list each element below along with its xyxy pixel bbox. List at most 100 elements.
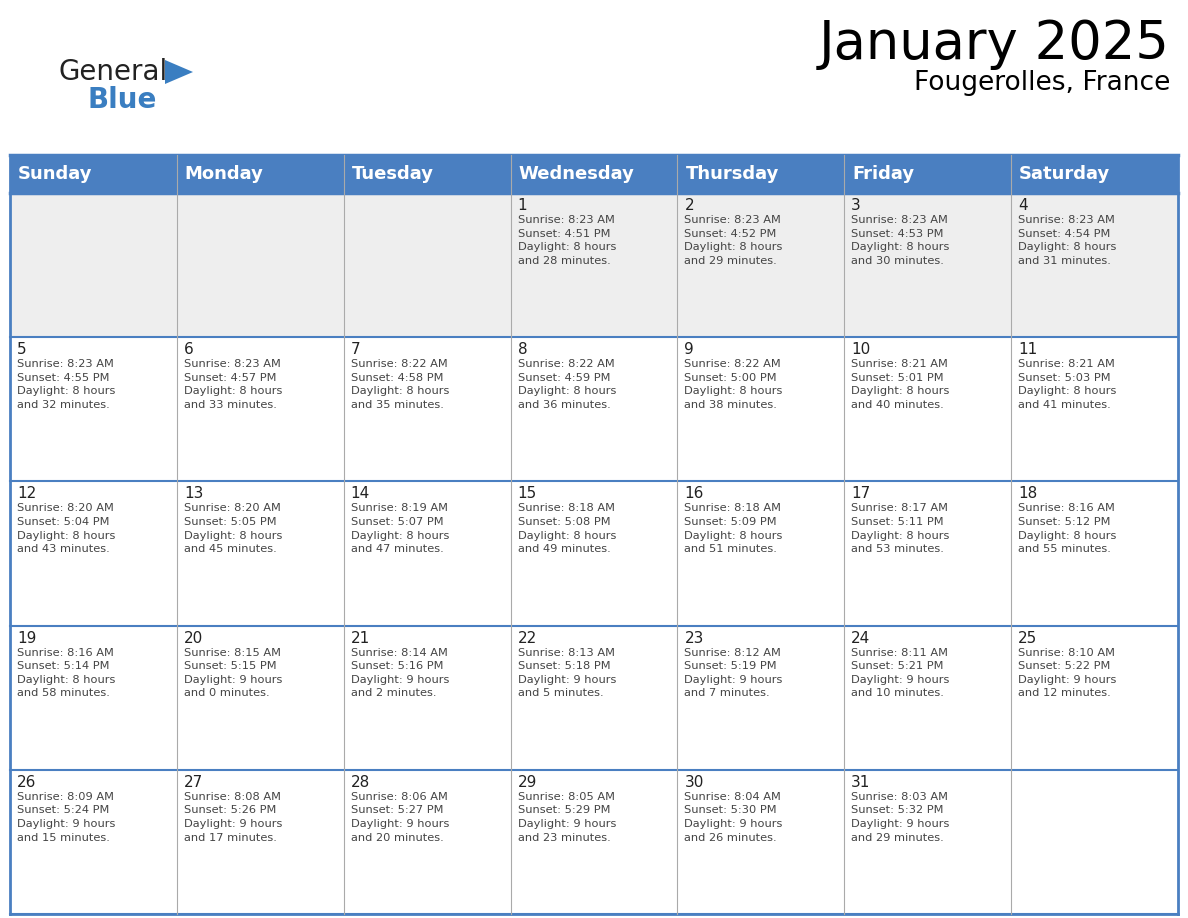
Text: 20: 20	[184, 631, 203, 645]
Text: Sunday: Sunday	[18, 165, 93, 183]
Bar	[10, 625, 177, 770]
Text: 31: 31	[852, 775, 871, 789]
Text: Thursday: Thursday	[685, 165, 779, 183]
Text: Sunrise: 8:22 AM
Sunset: 5:00 PM
Daylight: 8 hours
and 38 minutes.: Sunrise: 8:22 AM Sunset: 5:00 PM Dayligh…	[684, 359, 783, 410]
Bar	[177, 193, 343, 337]
Text: Sunrise: 8:04 AM
Sunset: 5:30 PM
Daylight: 9 hours
and 26 minutes.: Sunrise: 8:04 AM Sunset: 5:30 PM Dayligh…	[684, 792, 783, 843]
Bar	[1011, 481, 1178, 625]
Bar	[10, 193, 177, 337]
Text: Sunrise: 8:23 AM
Sunset: 4:55 PM
Daylight: 8 hours
and 32 minutes.: Sunrise: 8:23 AM Sunset: 4:55 PM Dayligh…	[17, 359, 115, 410]
Text: 1: 1	[518, 198, 527, 213]
Bar	[10, 337, 177, 481]
Text: Sunrise: 8:05 AM
Sunset: 5:29 PM
Daylight: 9 hours
and 23 minutes.: Sunrise: 8:05 AM Sunset: 5:29 PM Dayligh…	[518, 792, 615, 843]
Text: 10: 10	[852, 342, 871, 357]
Text: 25: 25	[1018, 631, 1037, 645]
Text: Sunrise: 8:23 AM
Sunset: 4:52 PM
Daylight: 8 hours
and 29 minutes.: Sunrise: 8:23 AM Sunset: 4:52 PM Dayligh…	[684, 215, 783, 266]
Bar	[10, 481, 177, 625]
Bar	[1011, 193, 1178, 337]
Text: Sunrise: 8:23 AM
Sunset: 4:54 PM
Daylight: 8 hours
and 31 minutes.: Sunrise: 8:23 AM Sunset: 4:54 PM Dayligh…	[1018, 215, 1117, 266]
Text: 8: 8	[518, 342, 527, 357]
Text: Sunrise: 8:17 AM
Sunset: 5:11 PM
Daylight: 8 hours
and 53 minutes.: Sunrise: 8:17 AM Sunset: 5:11 PM Dayligh…	[852, 503, 949, 554]
Text: 16: 16	[684, 487, 703, 501]
Text: Sunrise: 8:14 AM
Sunset: 5:16 PM
Daylight: 9 hours
and 2 minutes.: Sunrise: 8:14 AM Sunset: 5:16 PM Dayligh…	[350, 647, 449, 699]
Text: 27: 27	[184, 775, 203, 789]
Text: Sunrise: 8:21 AM
Sunset: 5:03 PM
Daylight: 8 hours
and 41 minutes.: Sunrise: 8:21 AM Sunset: 5:03 PM Dayligh…	[1018, 359, 1117, 410]
Text: Tuesday: Tuesday	[352, 165, 434, 183]
Text: 23: 23	[684, 631, 703, 645]
Bar	[511, 337, 677, 481]
Bar	[10, 770, 177, 914]
Text: January 2025: January 2025	[819, 18, 1170, 70]
Bar	[177, 625, 343, 770]
Text: General: General	[58, 58, 168, 86]
Text: Sunrise: 8:15 AM
Sunset: 5:15 PM
Daylight: 9 hours
and 0 minutes.: Sunrise: 8:15 AM Sunset: 5:15 PM Dayligh…	[184, 647, 283, 699]
Text: Sunrise: 8:23 AM
Sunset: 4:51 PM
Daylight: 8 hours
and 28 minutes.: Sunrise: 8:23 AM Sunset: 4:51 PM Dayligh…	[518, 215, 615, 266]
Bar	[1011, 770, 1178, 914]
Text: 14: 14	[350, 487, 369, 501]
Text: 24: 24	[852, 631, 871, 645]
Text: 19: 19	[17, 631, 37, 645]
Bar	[511, 770, 677, 914]
Text: 11: 11	[1018, 342, 1037, 357]
Bar	[511, 625, 677, 770]
Bar	[177, 481, 343, 625]
Text: 15: 15	[518, 487, 537, 501]
Text: 26: 26	[17, 775, 37, 789]
Bar	[677, 625, 845, 770]
Text: Sunrise: 8:22 AM
Sunset: 4:58 PM
Daylight: 8 hours
and 35 minutes.: Sunrise: 8:22 AM Sunset: 4:58 PM Dayligh…	[350, 359, 449, 410]
Text: Sunrise: 8:11 AM
Sunset: 5:21 PM
Daylight: 9 hours
and 10 minutes.: Sunrise: 8:11 AM Sunset: 5:21 PM Dayligh…	[852, 647, 949, 699]
Text: 6: 6	[184, 342, 194, 357]
Bar	[177, 770, 343, 914]
Bar	[177, 337, 343, 481]
Text: Sunrise: 8:13 AM
Sunset: 5:18 PM
Daylight: 9 hours
and 5 minutes.: Sunrise: 8:13 AM Sunset: 5:18 PM Dayligh…	[518, 647, 615, 699]
Text: Sunrise: 8:18 AM
Sunset: 5:08 PM
Daylight: 8 hours
and 49 minutes.: Sunrise: 8:18 AM Sunset: 5:08 PM Dayligh…	[518, 503, 615, 554]
Text: 5: 5	[17, 342, 26, 357]
Text: Sunrise: 8:16 AM
Sunset: 5:14 PM
Daylight: 8 hours
and 58 minutes.: Sunrise: 8:16 AM Sunset: 5:14 PM Dayligh…	[17, 647, 115, 699]
Bar	[343, 193, 511, 337]
Bar	[10, 155, 1178, 193]
Text: Sunrise: 8:06 AM
Sunset: 5:27 PM
Daylight: 9 hours
and 20 minutes.: Sunrise: 8:06 AM Sunset: 5:27 PM Dayligh…	[350, 792, 449, 843]
Text: Monday: Monday	[185, 165, 264, 183]
Text: 22: 22	[518, 631, 537, 645]
Text: Sunrise: 8:12 AM
Sunset: 5:19 PM
Daylight: 9 hours
and 7 minutes.: Sunrise: 8:12 AM Sunset: 5:19 PM Dayligh…	[684, 647, 783, 699]
Text: 7: 7	[350, 342, 360, 357]
Text: 30: 30	[684, 775, 703, 789]
Bar	[677, 481, 845, 625]
Bar	[677, 193, 845, 337]
Bar	[1011, 625, 1178, 770]
Bar	[845, 481, 1011, 625]
Bar	[343, 337, 511, 481]
Bar	[845, 193, 1011, 337]
Bar	[511, 193, 677, 337]
Text: 12: 12	[17, 487, 37, 501]
Text: 3: 3	[852, 198, 861, 213]
Bar	[845, 770, 1011, 914]
Text: Sunrise: 8:10 AM
Sunset: 5:22 PM
Daylight: 9 hours
and 12 minutes.: Sunrise: 8:10 AM Sunset: 5:22 PM Dayligh…	[1018, 647, 1117, 699]
Bar	[845, 625, 1011, 770]
Bar	[677, 337, 845, 481]
Text: 9: 9	[684, 342, 694, 357]
Text: Sunrise: 8:22 AM
Sunset: 4:59 PM
Daylight: 8 hours
and 36 minutes.: Sunrise: 8:22 AM Sunset: 4:59 PM Dayligh…	[518, 359, 615, 410]
Text: Sunrise: 8:09 AM
Sunset: 5:24 PM
Daylight: 9 hours
and 15 minutes.: Sunrise: 8:09 AM Sunset: 5:24 PM Dayligh…	[17, 792, 115, 843]
Text: 17: 17	[852, 487, 871, 501]
Text: Sunrise: 8:23 AM
Sunset: 4:57 PM
Daylight: 8 hours
and 33 minutes.: Sunrise: 8:23 AM Sunset: 4:57 PM Dayligh…	[184, 359, 283, 410]
Bar	[677, 770, 845, 914]
Text: Fougerolles, France: Fougerolles, France	[914, 70, 1170, 96]
Bar	[343, 625, 511, 770]
Text: Sunrise: 8:19 AM
Sunset: 5:07 PM
Daylight: 8 hours
and 47 minutes.: Sunrise: 8:19 AM Sunset: 5:07 PM Dayligh…	[350, 503, 449, 554]
Polygon shape	[165, 60, 192, 84]
Text: Sunrise: 8:21 AM
Sunset: 5:01 PM
Daylight: 8 hours
and 40 minutes.: Sunrise: 8:21 AM Sunset: 5:01 PM Dayligh…	[852, 359, 949, 410]
Bar	[1011, 337, 1178, 481]
Text: Saturday: Saturday	[1019, 165, 1111, 183]
Text: Sunrise: 8:18 AM
Sunset: 5:09 PM
Daylight: 8 hours
and 51 minutes.: Sunrise: 8:18 AM Sunset: 5:09 PM Dayligh…	[684, 503, 783, 554]
Text: Sunrise: 8:20 AM
Sunset: 5:05 PM
Daylight: 8 hours
and 45 minutes.: Sunrise: 8:20 AM Sunset: 5:05 PM Dayligh…	[184, 503, 283, 554]
Bar	[343, 770, 511, 914]
Text: Sunrise: 8:16 AM
Sunset: 5:12 PM
Daylight: 8 hours
and 55 minutes.: Sunrise: 8:16 AM Sunset: 5:12 PM Dayligh…	[1018, 503, 1117, 554]
Text: Sunrise: 8:23 AM
Sunset: 4:53 PM
Daylight: 8 hours
and 30 minutes.: Sunrise: 8:23 AM Sunset: 4:53 PM Dayligh…	[852, 215, 949, 266]
Text: 29: 29	[518, 775, 537, 789]
Text: Blue: Blue	[88, 86, 157, 114]
Text: 28: 28	[350, 775, 369, 789]
Text: 18: 18	[1018, 487, 1037, 501]
Text: Sunrise: 8:20 AM
Sunset: 5:04 PM
Daylight: 8 hours
and 43 minutes.: Sunrise: 8:20 AM Sunset: 5:04 PM Dayligh…	[17, 503, 115, 554]
Bar	[343, 481, 511, 625]
